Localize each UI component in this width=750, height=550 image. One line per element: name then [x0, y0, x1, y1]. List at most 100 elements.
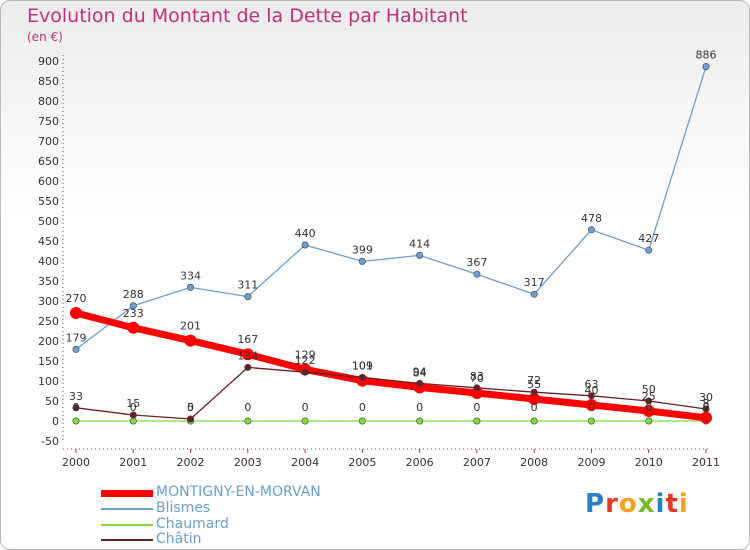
data-label: 367	[466, 256, 487, 269]
x-tick-label: 2006	[406, 456, 434, 469]
data-label: 0	[703, 401, 710, 414]
data-label: 0	[187, 401, 194, 414]
x-tick-label: 2001	[119, 456, 147, 469]
data-point	[587, 417, 595, 425]
legend-label: Châtin	[156, 531, 202, 547]
x-tick-label: 2004	[291, 456, 319, 469]
data-label: 5	[187, 401, 194, 414]
data-point	[244, 417, 252, 425]
data-point	[473, 384, 481, 392]
data-point	[72, 417, 80, 425]
data-point	[301, 241, 309, 249]
data-label: 84	[413, 366, 427, 379]
legend-label: Chaumard	[156, 516, 229, 532]
data-label: 0	[73, 401, 80, 414]
y-tick-label: 400	[38, 255, 59, 268]
data-point	[358, 257, 366, 265]
data-label: 414	[409, 237, 430, 250]
data-label: 0	[359, 401, 366, 414]
data-point	[184, 334, 197, 347]
data-point	[358, 417, 366, 425]
data-point	[700, 411, 712, 424]
legend-swatch	[101, 539, 153, 541]
data-label: 0	[130, 401, 137, 414]
data-label: 122	[295, 354, 316, 367]
data-label: 311	[237, 279, 258, 292]
data-label: 33	[69, 390, 83, 403]
y-tick-label: 650	[38, 155, 59, 168]
data-label: 399	[352, 243, 373, 256]
x-tick-label: 2005	[348, 456, 376, 469]
data-point	[187, 283, 195, 291]
data-point	[187, 415, 195, 423]
data-label: 440	[295, 227, 316, 240]
data-label: 8	[703, 397, 710, 410]
y-tick-label: 450	[38, 235, 59, 248]
chart-unit-label: (en €)	[27, 30, 63, 44]
y-tick-label: 50	[45, 395, 59, 408]
series-line-0	[75, 309, 707, 422]
data-label: 55	[527, 378, 541, 391]
data-point	[358, 373, 366, 381]
data-point	[473, 270, 481, 278]
y-tick-label: 850	[38, 75, 59, 88]
data-point	[470, 387, 483, 399]
data-point	[702, 405, 710, 413]
data-point	[241, 348, 254, 361]
data-point	[530, 388, 538, 396]
data-label: 30	[699, 391, 713, 404]
data-point	[530, 290, 538, 298]
data-label: 179	[66, 331, 87, 344]
y-tick-label: 550	[38, 195, 59, 208]
x-tick-label: 2008	[520, 456, 548, 469]
x-tick-label: 2007	[463, 456, 491, 469]
data-label: 0	[416, 401, 423, 414]
data-point	[72, 345, 80, 353]
data-label: 288	[123, 288, 144, 301]
y-tick-label: 700	[38, 135, 59, 148]
y-tick-label: 900	[38, 55, 59, 68]
data-label: 101	[352, 360, 373, 373]
y-tick-label: 600	[38, 175, 59, 188]
y-tick-label: 750	[38, 115, 59, 128]
chart-title: Evolution du Montant de la Dette par Hab…	[27, 5, 468, 27]
data-point	[301, 417, 309, 425]
data-label: 0	[302, 401, 309, 414]
data-point	[301, 368, 309, 376]
data-label: 83	[470, 370, 484, 383]
series-line-1	[75, 66, 707, 350]
data-point	[416, 417, 424, 425]
y-tick-label: 350	[38, 275, 59, 288]
data-point	[129, 417, 137, 425]
y-tick-label: 500	[38, 215, 59, 228]
data-label: 427	[638, 232, 659, 245]
data-label: 70	[470, 372, 484, 385]
data-label: 201	[180, 320, 201, 333]
data-label: 129	[295, 348, 316, 361]
x-tick-label: 2002	[177, 456, 205, 469]
data-label: 478	[581, 212, 602, 225]
x-tick-label: 2000	[62, 456, 90, 469]
data-point	[585, 399, 598, 411]
data-label: 0	[473, 401, 480, 414]
data-label: 25	[642, 390, 656, 403]
y-tick-label: 250	[38, 315, 59, 328]
data-label: 134	[237, 349, 258, 362]
data-point	[702, 63, 710, 71]
data-label: 63	[584, 378, 598, 391]
data-point	[416, 251, 424, 259]
data-point	[72, 404, 80, 412]
data-point	[530, 417, 538, 425]
data-label: 317	[524, 276, 545, 289]
x-tick-label: 2003	[234, 456, 262, 469]
y-tick-label: 150	[38, 355, 59, 368]
y-tick-label: 100	[38, 375, 59, 388]
data-point	[645, 246, 653, 254]
y-tick-label: 300	[38, 295, 59, 308]
data-label: 0	[531, 401, 538, 414]
data-point	[645, 397, 653, 405]
data-point	[244, 293, 252, 301]
data-point	[244, 363, 252, 371]
